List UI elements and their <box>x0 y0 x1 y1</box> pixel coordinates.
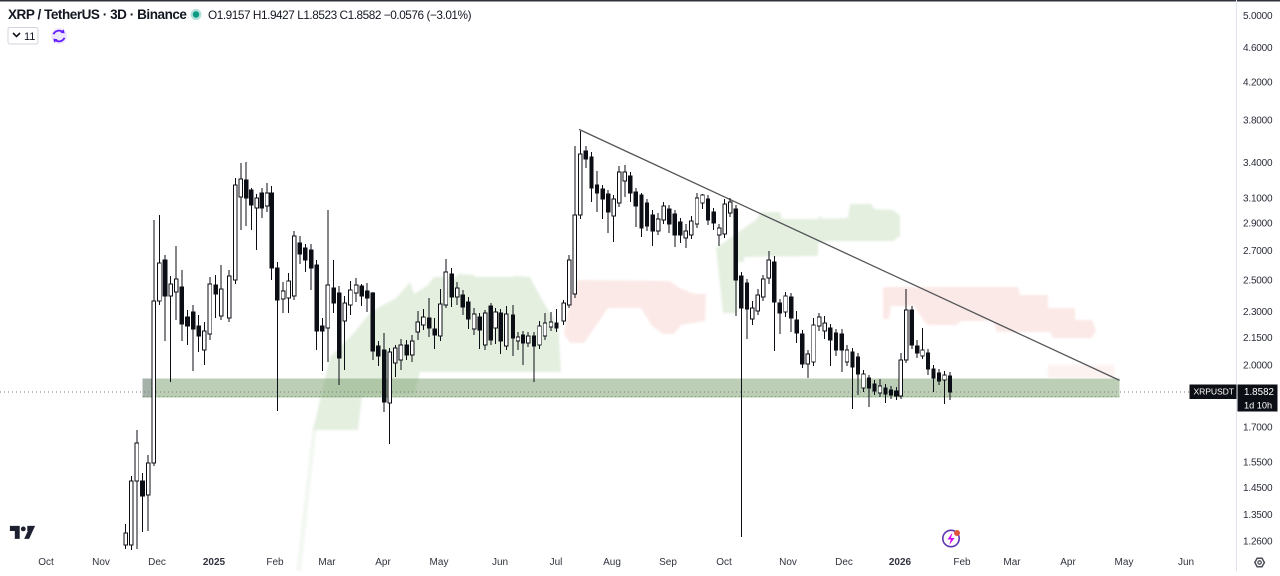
svg-text:1.8582: 1.8582 <box>1244 387 1274 398</box>
svg-text:3.1000: 3.1000 <box>1243 193 1273 204</box>
svg-text:1.4500: 1.4500 <box>1243 483 1273 494</box>
svg-text:1.7000: 1.7000 <box>1243 422 1273 433</box>
svg-text:2026: 2026 <box>889 557 912 568</box>
svg-text:11: 11 <box>24 31 35 43</box>
svg-text:Dec: Dec <box>148 557 166 568</box>
svg-text:2.9000: 2.9000 <box>1243 219 1273 230</box>
svg-text:Oct: Oct <box>38 557 54 568</box>
svg-text:Aug: Aug <box>603 557 621 568</box>
svg-text:Jun: Jun <box>1178 557 1194 568</box>
svg-text:2.1500: 2.1500 <box>1243 333 1273 344</box>
svg-text:2.7000: 2.7000 <box>1243 246 1273 257</box>
svg-text:1.2600: 1.2600 <box>1243 536 1273 547</box>
svg-text:XRP / TetherUS · 3D · Binance: XRP / TetherUS · 3D · Binance <box>8 7 187 22</box>
svg-text:1.5500: 1.5500 <box>1243 458 1273 469</box>
svg-text:Jul: Jul <box>550 557 563 568</box>
svg-text:May: May <box>430 557 449 568</box>
svg-text:4.6000: 4.6000 <box>1243 43 1273 54</box>
svg-text:Mar: Mar <box>1003 557 1021 568</box>
svg-text:Feb: Feb <box>953 557 971 568</box>
svg-text:Apr: Apr <box>375 557 391 568</box>
svg-text:Mar: Mar <box>318 557 336 568</box>
svg-text:4.2000: 4.2000 <box>1243 78 1273 89</box>
svg-text:Nov: Nov <box>779 557 797 568</box>
svg-text:1d 10h: 1d 10h <box>1244 401 1272 411</box>
svg-text:5.0000: 5.0000 <box>1243 11 1273 22</box>
svg-text:May: May <box>1115 557 1134 568</box>
svg-text:Nov: Nov <box>92 557 110 568</box>
svg-text:2.3000: 2.3000 <box>1243 307 1273 318</box>
svg-text:Apr: Apr <box>1060 557 1076 568</box>
svg-text:Sep: Sep <box>659 557 677 568</box>
svg-text:2.0000: 2.0000 <box>1243 360 1273 371</box>
svg-text:2025: 2025 <box>203 557 226 568</box>
svg-text:XRPUSDT: XRPUSDT <box>1194 387 1235 397</box>
svg-text:3.8000: 3.8000 <box>1243 116 1273 127</box>
svg-text:Oct: Oct <box>716 557 732 568</box>
svg-text:3.4000: 3.4000 <box>1243 158 1273 169</box>
svg-text:1.3500: 1.3500 <box>1243 510 1273 521</box>
svg-text:2.5000: 2.5000 <box>1243 275 1273 286</box>
svg-text:Dec: Dec <box>835 557 853 568</box>
svg-text:O1.9157 H1.9427 L1.8523 C1.858: O1.9157 H1.9427 L1.8523 C1.8582 −0.0576 … <box>208 8 472 22</box>
svg-text:Jun: Jun <box>492 557 508 568</box>
svg-text:Feb: Feb <box>266 557 284 568</box>
